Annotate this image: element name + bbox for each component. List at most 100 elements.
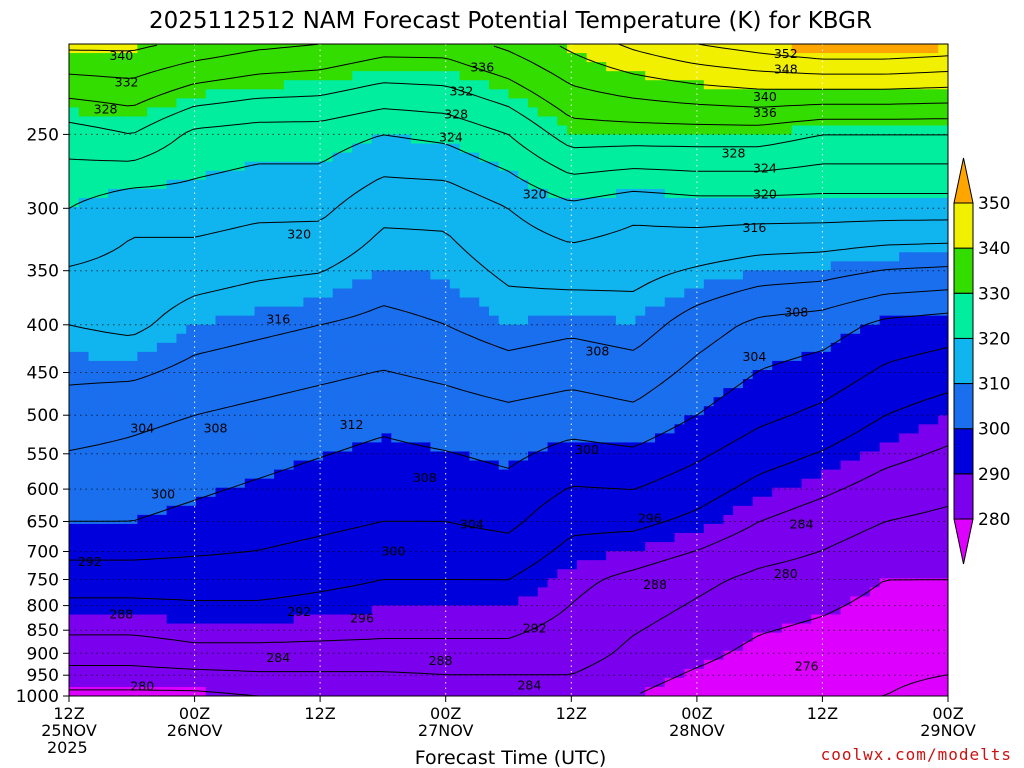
fill-cell <box>156 542 168 552</box>
fill-cell <box>938 107 948 118</box>
fill-cell <box>821 433 832 444</box>
fill-cell <box>742 107 754 118</box>
fill-cell <box>791 197 803 208</box>
fill-cell <box>635 370 646 380</box>
fill-cell <box>586 225 597 235</box>
fill-cell <box>811 288 822 299</box>
fill-cell <box>821 533 832 543</box>
fill-cell <box>684 125 695 136</box>
fill-cell <box>401 143 412 154</box>
fill-cell <box>938 523 948 534</box>
fill-cell <box>362 379 373 389</box>
fill-cell <box>313 107 324 118</box>
fill-cell <box>274 324 285 335</box>
fill-cell <box>938 261 948 271</box>
fill-cell <box>420 542 431 552</box>
fill-cell <box>908 333 920 344</box>
fill-cell <box>352 243 363 253</box>
fill-cell <box>410 324 422 335</box>
fill-cell <box>205 107 217 118</box>
fill-cell <box>508 442 519 453</box>
fill-cell <box>713 125 724 136</box>
fill-cell <box>713 514 724 525</box>
fill-cell <box>742 225 754 235</box>
fill-cell <box>479 370 490 380</box>
fill-cell <box>615 152 627 163</box>
fill-cell <box>176 460 187 471</box>
fill-cell <box>899 306 910 317</box>
fill-cell <box>821 71 832 81</box>
fill-cell <box>195 207 207 217</box>
fill-cell <box>225 460 236 471</box>
fill-cell <box>352 225 363 235</box>
fill-cell <box>879 80 890 90</box>
fill-cell <box>664 207 676 217</box>
fill-cell <box>147 351 158 362</box>
fill-cell <box>811 333 822 344</box>
fill-cell <box>488 324 500 335</box>
fill-cell <box>381 542 392 552</box>
fill-cell <box>215 360 226 371</box>
fill-cell <box>713 207 724 217</box>
fill-cell <box>537 433 549 444</box>
fill-cell <box>479 388 490 398</box>
fill-cell <box>127 279 138 290</box>
fill-cell <box>791 487 803 498</box>
fill-cell <box>742 270 754 281</box>
fill-cell <box>752 152 764 163</box>
fill-cell <box>225 71 236 81</box>
fill-cell <box>772 216 783 226</box>
fill-cell <box>127 415 138 425</box>
fill-cell <box>733 288 744 299</box>
fill-cell <box>733 261 744 271</box>
fill-cell <box>215 523 226 534</box>
fill-cell <box>440 288 451 299</box>
fill-cell <box>410 197 422 208</box>
fill-cell <box>69 496 80 507</box>
fill-cell <box>332 505 344 516</box>
fill-cell <box>625 523 637 534</box>
fill-cell <box>694 53 705 63</box>
fill-cell <box>78 415 90 425</box>
fill-cell <box>235 514 246 525</box>
fill-cell <box>840 216 851 226</box>
fill-cell <box>498 270 510 281</box>
fill-cell <box>645 243 656 253</box>
fill-cell <box>528 261 539 271</box>
fill-cell <box>362 207 373 217</box>
fill-cell <box>137 179 148 190</box>
fill-cell <box>322 62 334 72</box>
fill-cell <box>108 505 119 516</box>
fill-cell <box>645 442 656 453</box>
fill-cell <box>479 333 490 344</box>
fill-cell <box>742 505 754 516</box>
fill-cell <box>352 333 363 344</box>
fill-cell <box>98 252 109 262</box>
fill-cell <box>811 496 822 507</box>
fill-cell <box>547 279 558 290</box>
fill-cell <box>840 225 851 235</box>
fill-cell <box>440 542 451 552</box>
fill-cell <box>381 252 392 262</box>
fill-cell <box>449 134 461 145</box>
fill-cell <box>322 252 334 262</box>
fill-cell <box>723 487 734 498</box>
fill-cell <box>283 53 295 63</box>
fill-cell <box>615 297 627 308</box>
fill-cell <box>791 98 803 108</box>
fill-cell <box>938 460 948 471</box>
fill-cell <box>772 514 783 525</box>
fill-cell <box>781 44 793 54</box>
fill-cell <box>254 270 265 281</box>
fill-cell <box>576 207 588 217</box>
fill-cell <box>391 197 402 208</box>
fill-cell <box>108 80 119 90</box>
fill-cell <box>537 98 549 108</box>
fill-cell <box>918 442 930 453</box>
fill-cell <box>391 234 402 244</box>
fill-cell <box>879 270 890 281</box>
fill-cell <box>88 533 99 543</box>
fill-cell <box>244 478 256 489</box>
fill-cell <box>684 44 695 54</box>
fill-cell <box>694 207 705 217</box>
